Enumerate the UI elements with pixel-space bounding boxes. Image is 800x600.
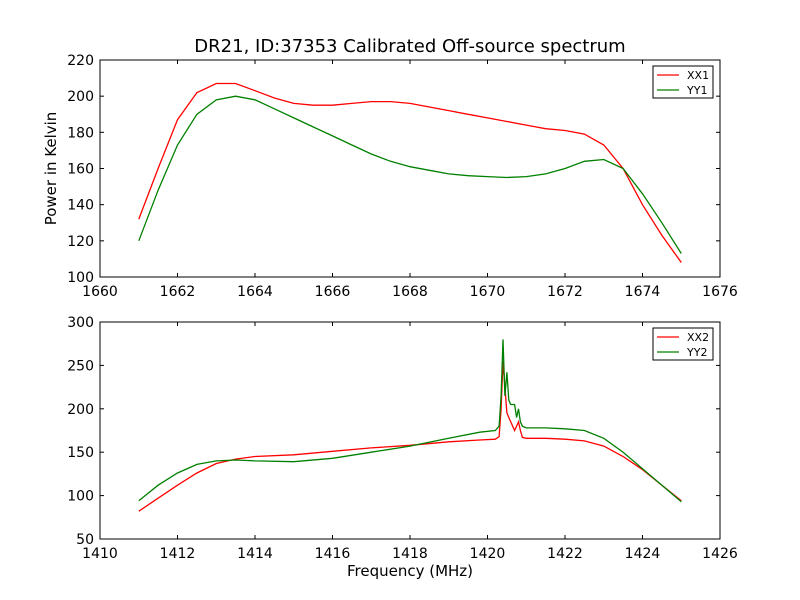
x-tick-label: 1422 [547, 546, 583, 562]
y-tick-label: 50 [76, 532, 94, 548]
top-panel: 1660 1662 1664 1666 1668 1670 1672 1674 1676 100 1… [42, 53, 738, 300]
x-tick-label: 1676 [702, 284, 738, 300]
y-tick-label: 120 [67, 234, 94, 250]
legend-box [652, 327, 714, 361]
x-tick-label: 1670 [470, 284, 506, 300]
legend-label: XX1 [687, 69, 709, 82]
bottom-panel: 1410 1412 1414 1416 1418 1420 1422 1424 1426 50 10… [67, 315, 738, 580]
x-tick-label: 1666 [315, 284, 351, 300]
x-axis-label: Frequency (MHz) [347, 562, 473, 580]
y-tick-label: 160 [67, 162, 94, 178]
x-tick-label: 1412 [160, 546, 196, 562]
y-tick-label: 250 [67, 358, 94, 374]
x-tick-label: 1418 [392, 546, 428, 562]
x-tick-label: 1668 [392, 284, 428, 300]
y-tick-label: 200 [67, 402, 94, 418]
legend-label: YY1 [686, 84, 707, 97]
y-tick-label: 140 [67, 198, 94, 214]
series-line-yy1 [138, 95, 682, 254]
series-line-xx1 [138, 82, 682, 263]
chart-title: DR21, ID:37353 Calibrated Off-source spe… [194, 36, 625, 57]
legend-label: YY2 [686, 346, 707, 359]
y-axis-label: Power in Kelvin [42, 112, 60, 226]
y-tick-label: 100 [67, 270, 94, 286]
y-tick-label: 300 [67, 315, 94, 331]
x-tick-label: 1414 [237, 546, 273, 562]
x-tick-label: 1410 [82, 546, 118, 562]
y-tick-label: 100 [67, 489, 94, 505]
x-tick-label: 1420 [470, 546, 506, 562]
legend-box [652, 65, 714, 99]
x-tick-label: 1674 [625, 284, 661, 300]
x-tick-label: 1426 [702, 546, 738, 562]
x-tick-label: 1672 [547, 284, 583, 300]
y-tick-label: 200 [67, 89, 94, 105]
x-tick-label: 1416 [315, 546, 351, 562]
x-tick-label: 1424 [625, 546, 661, 562]
x-tick-label: 1660 [82, 284, 118, 300]
legend-label: XX2 [687, 331, 709, 344]
series-line-yy2 [138, 339, 682, 503]
y-tick-label: 180 [67, 125, 94, 141]
x-tick-label: 1662 [160, 284, 196, 300]
y-tick-label: 220 [67, 53, 94, 69]
x-tick-label: 1664 [237, 284, 273, 300]
y-tick-label: 150 [67, 445, 94, 461]
